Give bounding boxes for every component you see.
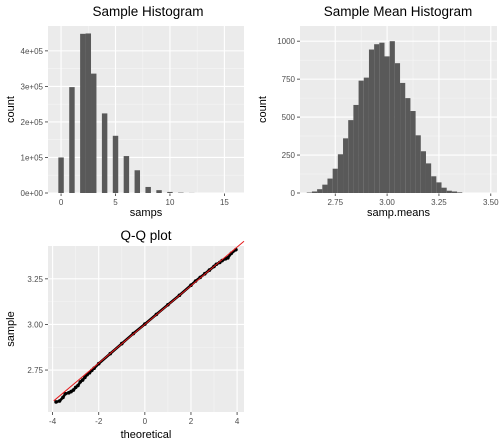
histogram-bar <box>167 191 173 193</box>
panel-1: 0 5 10 15 0e+00 1e+05 2e+05 3e+05 4e+05 Sample Hi… <box>5 4 244 219</box>
qq-reference-line <box>53 240 245 402</box>
x-axis-label: theoretical <box>121 429 172 441</box>
qq-point <box>76 383 80 388</box>
qq-point <box>226 256 230 260</box>
histogram-bar <box>80 33 86 194</box>
histogram-bar <box>389 41 395 193</box>
x-tick-label: -2 <box>95 417 103 426</box>
qq-point <box>80 378 85 382</box>
histogram-bar <box>441 187 447 193</box>
x-tick-label: 2 <box>189 417 194 426</box>
x-tick-label: 3.25 <box>431 198 447 207</box>
histogram-bar <box>145 186 151 193</box>
y-tick-label: 3.25 <box>27 275 43 284</box>
histogram-bar <box>436 182 442 193</box>
histogram-bar <box>358 80 364 193</box>
x-tick-label: 10 <box>166 198 175 207</box>
x-tick-label: 4 <box>235 417 240 426</box>
qq-point <box>220 258 224 263</box>
y-tick-label: 2.75 <box>27 366 43 375</box>
histogram-bar <box>384 56 390 194</box>
histogram-bar <box>332 168 338 193</box>
histogram-bar <box>343 138 349 193</box>
y-tick-label: 0e+00 <box>21 189 44 198</box>
histogram-bar <box>134 170 141 193</box>
qq-point <box>54 400 58 404</box>
chart-title: Sample Histogram <box>92 4 203 19</box>
histogram-bar <box>394 63 401 194</box>
x-axis-label: samps <box>130 207 163 219</box>
histogram-bar <box>420 151 426 193</box>
x-tick-label: 15 <box>220 198 229 207</box>
y-tick-label: 0 <box>291 189 296 198</box>
plot-background <box>48 246 244 412</box>
histogram-bar <box>123 156 130 193</box>
y-tick-label: 2e+05 <box>21 118 44 127</box>
histogram-bar <box>101 113 108 193</box>
histogram-bar <box>446 190 452 193</box>
histogram-bar <box>311 191 318 193</box>
histogram-bar <box>363 77 369 193</box>
y-tick-label: 3e+05 <box>21 82 44 91</box>
histogram-bar <box>69 87 75 193</box>
histogram-bar <box>457 192 463 193</box>
y-tick-label: 1000 <box>277 37 295 46</box>
histogram-bar <box>348 120 354 193</box>
histogram-bar <box>415 135 421 193</box>
x-tick-label: 0 <box>59 198 64 207</box>
histogram-bar <box>317 189 323 193</box>
chart-title: Q-Q plot <box>120 228 171 243</box>
qq-point <box>57 399 62 403</box>
histogram-bar <box>425 163 432 193</box>
qq-point <box>61 395 65 400</box>
x-tick-label: 5 <box>113 198 118 207</box>
y-tick-label: 750 <box>282 75 296 84</box>
y-axis-label: sample <box>5 311 17 346</box>
y-tick-label: 250 <box>282 151 296 160</box>
histogram-bar <box>431 176 437 193</box>
y-tick-label: 1e+05 <box>21 153 44 162</box>
y-tick-label: 3.00 <box>27 320 43 329</box>
qq-point <box>71 388 76 392</box>
histogram-bar <box>451 191 458 193</box>
qq-point <box>193 279 198 283</box>
x-tick-label: 0 <box>143 417 148 426</box>
chart-title: Sample Mean Histogram <box>324 4 473 19</box>
panel-2: 2.75 3.00 3.25 3.50 0 250 500 750 1000 Sample Mea… <box>257 4 499 219</box>
histogram-bar <box>327 178 333 193</box>
y-axis-label: count <box>5 96 17 123</box>
histogram-bar <box>337 154 344 193</box>
panel-3: -4 -2 0 2 4 2.75 3.00 3.25 Q-Q plot theoretical sa… <box>5 228 245 441</box>
x-tick-label: -4 <box>49 417 57 426</box>
histogram-bar <box>353 104 359 193</box>
histogram-bar <box>322 184 328 193</box>
histogram-bar <box>91 73 97 193</box>
x-tick-label: 3.50 <box>483 198 499 207</box>
histogram-bar <box>405 98 411 193</box>
y-tick-label: 500 <box>282 113 296 122</box>
histogram-bar <box>58 157 64 193</box>
histogram-bar <box>410 111 416 193</box>
histogram-bar <box>112 135 119 193</box>
y-axis-label: count <box>257 96 269 123</box>
x-tick-label: 3.00 <box>379 198 395 207</box>
histogram-bar <box>368 49 375 194</box>
x-tick-label: 2.75 <box>327 198 343 207</box>
histogram-bar <box>400 82 406 193</box>
histogram-bar <box>156 190 162 193</box>
histogram-bar <box>374 44 380 193</box>
y-tick-label: 4e+05 <box>21 47 44 56</box>
qq-point <box>83 375 87 380</box>
histogram-bar <box>379 42 385 194</box>
qq-point <box>63 391 68 396</box>
histogram-bar <box>85 33 92 193</box>
x-axis-label: samp.means <box>367 207 430 219</box>
